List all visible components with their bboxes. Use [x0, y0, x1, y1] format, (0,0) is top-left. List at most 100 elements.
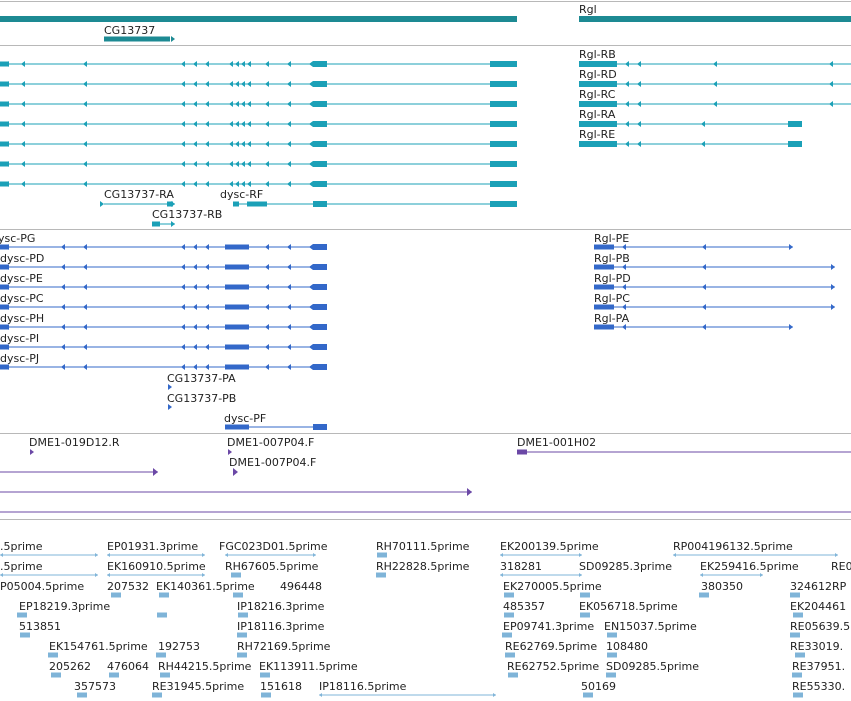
- protein-label[interactable]: dysc-PJ: [0, 352, 39, 365]
- strand-arrow: [287, 264, 291, 270]
- protein-label[interactable]: dysc-PC: [0, 292, 44, 305]
- est-label[interactable]: EK204461: [790, 600, 846, 613]
- est-label[interactable]: EK113911.5prime: [259, 660, 358, 673]
- protein-label[interactable]: Rgl-PE: [594, 232, 629, 245]
- est-label[interactable]: RE33019.: [790, 640, 843, 653]
- protein-label[interactable]: Rgl-PC: [594, 292, 630, 305]
- est-label[interactable]: 318281: [500, 560, 542, 573]
- transcript-label[interactable]: Rgl-RC: [579, 88, 616, 101]
- est-label[interactable]: RE05639.5: [790, 620, 850, 633]
- protein-label[interactable]: dysc-PG: [0, 232, 35, 245]
- est-label[interactable]: 207532: [107, 580, 149, 593]
- est-label[interactable]: RE62752.5prime: [507, 660, 599, 673]
- est-label[interactable]: EP01931.3prime: [107, 540, 198, 553]
- protein-label[interactable]: dysc-PI: [0, 332, 39, 345]
- clone-marker: [153, 468, 158, 476]
- est-label[interactable]: EK056718.5prime: [579, 600, 678, 613]
- est-label[interactable]: SD09285.3prime: [579, 560, 672, 573]
- protein-label[interactable]: CG13737-PB: [167, 392, 236, 405]
- exon-block: [225, 344, 249, 350]
- est-label[interactable]: FGC023D01.5prime: [219, 540, 328, 553]
- est-label[interactable]: EK160910.5prime: [107, 560, 206, 573]
- est-label[interactable]: RE55330.: [792, 680, 845, 693]
- protein-label[interactable]: Rgl-PD: [594, 272, 631, 285]
- est-label[interactable]: RE37951.: [792, 660, 845, 673]
- est-label[interactable]: 108480: [606, 640, 648, 653]
- protein-label[interactable]: CG13737-PA: [167, 372, 236, 385]
- est-label[interactable]: EK200139.5prime: [500, 540, 599, 553]
- strand-arrow: [309, 344, 313, 350]
- est-label[interactable]: EK270005.5prime: [503, 580, 602, 593]
- protein-label[interactable]: dysc-PD: [0, 252, 44, 265]
- est-label[interactable]: .5prime: [0, 560, 43, 573]
- strand-arrow: [181, 284, 185, 290]
- strand-arrow: [205, 161, 209, 167]
- est-label[interactable]: .5prime: [0, 540, 43, 553]
- strand-arrow: [181, 161, 185, 167]
- clone-label[interactable]: DME1-007P04.F: [227, 436, 314, 449]
- strand-arrow: [168, 384, 172, 390]
- transcript-label[interactable]: dysc-RF: [220, 188, 263, 201]
- exon-block: [0, 304, 8, 310]
- est-label[interactable]: 485357: [503, 600, 545, 613]
- est-label[interactable]: SD09285.5prime: [606, 660, 699, 673]
- est-label[interactable]: 205262: [49, 660, 91, 673]
- strand-arrow: [287, 284, 291, 290]
- est-label[interactable]: 380350: [701, 580, 743, 593]
- protein-label[interactable]: Rgl-PB: [594, 252, 630, 265]
- clone-label[interactable]: DME1-007P04.F: [229, 456, 316, 469]
- est-label[interactable]: RE62769.5prime: [505, 640, 597, 653]
- protein-label[interactable]: Rgl-PA: [594, 312, 630, 325]
- est-label[interactable]: IP18116.3prime: [237, 620, 325, 633]
- exon-block: [0, 121, 8, 127]
- protein-label[interactable]: dysc-PF: [224, 412, 266, 425]
- est-label[interactable]: 324612RP: [790, 580, 847, 593]
- transcript-label[interactable]: Rgl-RD: [579, 68, 617, 81]
- est-label[interactable]: RH67605.5prime: [225, 560, 319, 573]
- strand-arrow: [622, 284, 626, 290]
- exon-block: [313, 121, 327, 127]
- est-label[interactable]: EN15037.5prime: [604, 620, 697, 633]
- est-block: [583, 692, 593, 698]
- est-label[interactable]: 192753: [158, 640, 200, 653]
- est-label[interactable]: EP09741.3prime: [503, 620, 594, 633]
- est-label[interactable]: EP18219.3prime: [19, 600, 110, 613]
- transcript-label[interactable]: CG13737-RB: [152, 208, 222, 221]
- est-label[interactable]: 496448: [280, 580, 322, 593]
- est-label[interactable]: RE0: [831, 560, 851, 573]
- clone-label[interactable]: DME1-001H02: [517, 436, 596, 449]
- strand-arrow: [287, 161, 291, 167]
- est-label[interactable]: EK140361.5prime: [156, 580, 255, 593]
- transcript-label[interactable]: Rgl-RE: [579, 128, 615, 141]
- clone-label[interactable]: DME1-019D12.R: [29, 436, 120, 449]
- est-label[interactable]: 476064: [107, 660, 149, 673]
- est-label[interactable]: RH72169.5prime: [237, 640, 331, 653]
- est-block: [111, 592, 121, 598]
- est-label[interactable]: 151618: [260, 680, 302, 693]
- est-label[interactable]: EK259416.5prime: [700, 560, 799, 573]
- protein-label[interactable]: dysc-PE: [0, 272, 43, 285]
- est-label[interactable]: IP18216.3prime: [237, 600, 325, 613]
- est-label[interactable]: P05004.5prime: [0, 580, 84, 593]
- est-label[interactable]: 513851: [19, 620, 61, 633]
- est-label[interactable]: RH70111.5prime: [376, 540, 470, 553]
- est-label[interactable]: RE31945.5prime: [152, 680, 244, 693]
- est-label[interactable]: 357573: [74, 680, 116, 693]
- est-label[interactable]: 50169: [581, 680, 616, 693]
- transcript-label[interactable]: CG13737-RA: [104, 188, 174, 201]
- transcript-label[interactable]: Rgl-RB: [579, 48, 616, 61]
- strand-arrow: [287, 344, 291, 350]
- strand-arrow: [625, 121, 629, 127]
- est-label[interactable]: EK154761.5prime: [49, 640, 148, 653]
- gene-label-cg13737[interactable]: CG13737: [104, 24, 155, 37]
- strand-arrow: [5, 284, 9, 290]
- est-arrow: [493, 693, 496, 697]
- transcript-label[interactable]: Rgl-RA: [579, 108, 616, 121]
- est-label[interactable]: IP18116.5prime: [319, 680, 407, 693]
- est-label[interactable]: RP004196132.5prime: [673, 540, 793, 553]
- est-arrow: [319, 693, 322, 697]
- protein-label[interactable]: dysc-PH: [0, 312, 44, 325]
- est-label[interactable]: RH44215.5prime: [158, 660, 252, 673]
- est-label[interactable]: RH22828.5prime: [376, 560, 470, 573]
- gene-label-rgl[interactable]: Rgl: [579, 3, 597, 16]
